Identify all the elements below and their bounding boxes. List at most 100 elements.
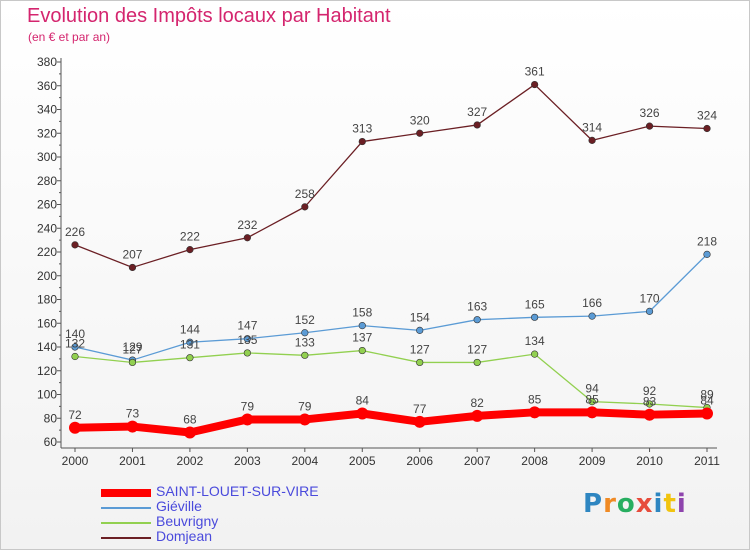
data-point (703, 250, 711, 258)
data-point (358, 346, 366, 355)
y-tick-label: 120 (37, 364, 57, 378)
data-label: 144 (180, 322, 200, 336)
data-label: 77 (413, 402, 427, 416)
data-point (588, 136, 596, 144)
data-point (71, 241, 79, 249)
series-line-gi-ville (74, 253, 708, 361)
legend-label: Beuvrigny (156, 513, 219, 529)
data-label: 154 (410, 310, 430, 324)
data-label: 147 (237, 319, 257, 333)
data-label: 165 (525, 297, 545, 311)
data-point (301, 203, 309, 211)
logo-letter: P (583, 489, 604, 519)
data-point (416, 326, 424, 334)
x-tick-label: 2010 (636, 454, 663, 468)
data-point (241, 413, 254, 426)
series-line-saint-louet-sur-vire (71, 408, 711, 437)
x-tick-label: 2011 (694, 454, 720, 468)
data-label: 218 (697, 234, 717, 248)
data-label: 324 (697, 109, 717, 123)
data-point (588, 312, 596, 320)
x-tick-label: 2007 (464, 454, 491, 468)
data-label: 79 (241, 399, 255, 413)
proxiti-logo: Proxiti (583, 489, 687, 519)
data-point (186, 354, 194, 362)
chart-title: Evolution des Impôts locaux par Habitant (27, 5, 391, 27)
data-point (586, 406, 599, 419)
data-label: 135 (237, 333, 257, 347)
data-label: 258 (295, 187, 315, 201)
data-point (703, 124, 711, 133)
data-point (416, 358, 424, 367)
data-label: 313 (352, 122, 372, 136)
logo-letter: i (676, 489, 687, 519)
data-point (645, 400, 654, 408)
data-point (473, 121, 481, 129)
data-label: 326 (640, 106, 660, 120)
y-tick-label: 160 (37, 316, 57, 330)
y-tick-label: 140 (37, 340, 57, 354)
data-point (71, 352, 79, 361)
data-label: 127 (410, 342, 430, 356)
y-tick-label: 200 (37, 269, 57, 283)
y-tick-label: 340 (37, 103, 57, 117)
data-point (183, 426, 196, 439)
data-label: 94 (585, 382, 599, 396)
data-label: 85 (528, 392, 542, 406)
data-point (186, 246, 194, 254)
data-label: 134 (525, 334, 545, 348)
data-point (71, 343, 79, 351)
x-tick-label: 2000 (62, 454, 89, 468)
data-label: 166 (582, 296, 602, 310)
logo-letter: r (603, 489, 617, 519)
data-point (413, 415, 426, 428)
data-point (128, 358, 137, 367)
data-point (358, 137, 366, 146)
x-tick-label: 2005 (349, 454, 376, 468)
logo-letter: x (635, 489, 654, 519)
data-point (126, 420, 139, 433)
chart-subtitle: (en € et par an) (28, 30, 111, 44)
data-label: 137 (352, 331, 372, 345)
data-label: 163 (467, 300, 487, 314)
logo-letter: t (663, 489, 677, 519)
legend-swatch (101, 521, 151, 524)
y-tick-label: 260 (37, 198, 57, 212)
data-point (531, 80, 539, 89)
data-point (416, 129, 424, 137)
data-label: 131 (180, 338, 200, 352)
data-point (531, 313, 539, 321)
x-tick-label: 2006 (406, 454, 433, 468)
y-tick-label: 100 (37, 388, 57, 402)
data-point (528, 406, 541, 419)
data-label: 226 (65, 225, 85, 239)
x-tick-label: 2009 (579, 454, 606, 468)
y-tick-label: 220 (37, 245, 57, 259)
data-label: 129 (122, 340, 142, 354)
data-label: 127 (467, 342, 487, 356)
legend-swatch (101, 488, 151, 497)
y-tick-label: 360 (37, 79, 57, 93)
logo-letter: i (653, 489, 664, 519)
data-label: 127 (122, 342, 142, 356)
y-tick-label: 280 (37, 174, 57, 188)
data-point (473, 358, 481, 367)
data-point (645, 307, 654, 315)
data-point (301, 329, 309, 337)
data-point (243, 234, 251, 242)
data-label: 89 (700, 388, 714, 402)
legend-label: SAINT-LOUET-SUR-VIRE (156, 483, 319, 499)
data-label: 158 (352, 306, 372, 320)
x-tick-label: 2004 (291, 454, 318, 468)
data-label: 133 (295, 335, 315, 349)
data-label: 140 (65, 327, 85, 341)
data-label: 72 (68, 408, 82, 422)
series-line-beuvrigny (74, 349, 708, 409)
logo-letter: o (616, 489, 636, 519)
y-tick-label: 320 (37, 126, 57, 140)
data-label: 82 (471, 396, 485, 410)
legend-label: Giéville (156, 498, 202, 514)
y-tick-label: 380 (37, 55, 57, 69)
data-label: 84 (356, 394, 370, 408)
